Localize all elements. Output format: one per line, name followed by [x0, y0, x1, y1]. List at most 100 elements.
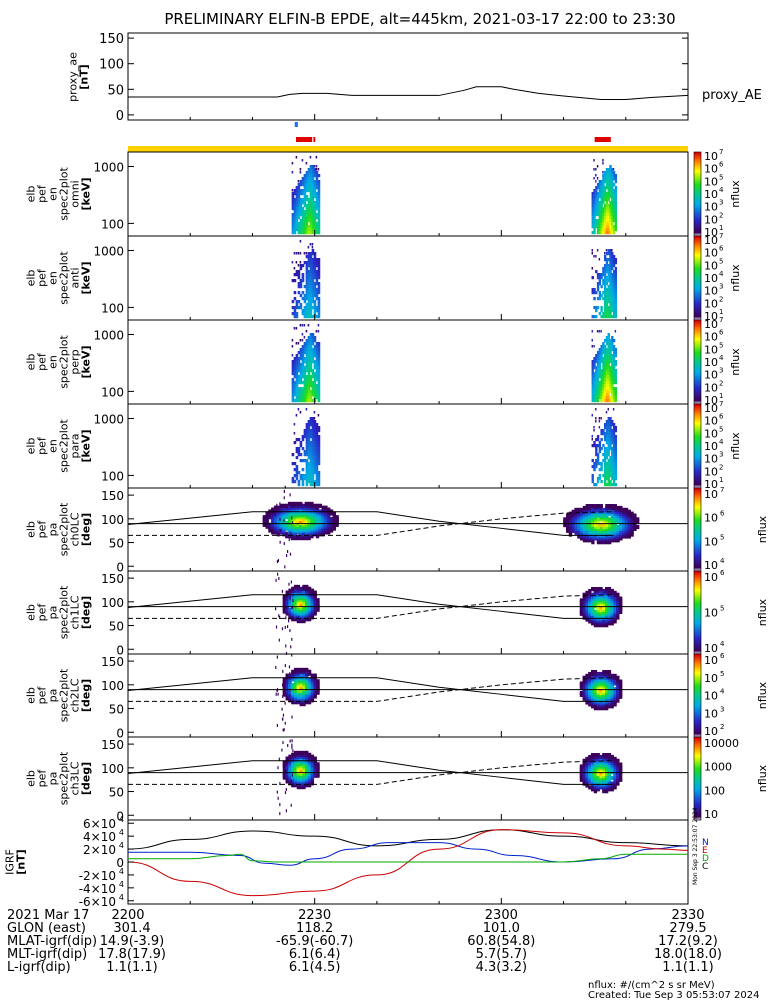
- energy-spectrum-cell: [311, 480, 315, 484]
- energy-colorbar: [694, 467, 701, 469]
- energy-spectrum-cell: [607, 483, 610, 487]
- energy-spectrum-cell: [604, 393, 607, 397]
- energy-spectrum-cell: [315, 306, 319, 310]
- energy-spectrum-cell: [611, 213, 614, 217]
- energy-spectrum-cell: [591, 360, 594, 364]
- energy-spectrum-cell: [313, 285, 317, 289]
- energy-spectrum-cell: [311, 291, 315, 295]
- pitch-angle-colorbar: [694, 512, 701, 515]
- pitch-angle-cell: [618, 775, 623, 780]
- energy-spectrum-cell: [301, 228, 305, 232]
- energy-spectrum-cell: [612, 471, 616, 475]
- energy-spectrum-cell: [313, 447, 317, 451]
- pitch-angle-speck: [286, 531, 288, 535]
- energy-spectrum-cell: [612, 285, 616, 289]
- energy-spectrum-cell: [604, 288, 607, 292]
- energy-spectrum-cell: [611, 435, 614, 439]
- pitch-angle-cell: [590, 615, 595, 620]
- pitch-angle-colorbar: [694, 714, 701, 717]
- energy-spectrum-cell: [305, 378, 309, 382]
- energy-spectrum-cell: [607, 474, 610, 478]
- energy-spectrum-cell: [605, 420, 609, 424]
- energy-spectrum-cell: [596, 444, 600, 448]
- energy-spectrum-cell: [317, 285, 321, 289]
- energy-spectrum-cell: [612, 477, 616, 481]
- energy-spectrum-cell: [611, 204, 614, 208]
- colorbar-label: nflux: [729, 432, 742, 460]
- energy-spectrum-cell: [595, 210, 598, 214]
- energy-spectrum-cell: [598, 441, 602, 445]
- energy-spectrum-cell: [604, 192, 607, 196]
- energy-spectrum-cell: [317, 282, 321, 286]
- pitch-angle-speck: [282, 683, 284, 687]
- energy-spectrum-cell: [311, 360, 315, 364]
- energy-colorbar: [694, 307, 701, 310]
- pitch-angle-cell: [604, 594, 609, 599]
- energy-spectrum-cell: [295, 306, 299, 310]
- energy-spectrum-cell: [307, 252, 311, 256]
- pitch-angle-cell: [279, 528, 283, 533]
- energy-spectrum-cell: [315, 453, 319, 457]
- energy-spectrum-cell: [313, 258, 317, 262]
- energy-spectrum-cell: [317, 474, 321, 478]
- energy-colorbar: [694, 199, 701, 202]
- energy-spectrum-cell: [611, 228, 614, 232]
- energy-spectrum-cell: [315, 468, 319, 472]
- energy-spectrum-cell: [591, 474, 594, 478]
- energy-spectrum-cell: [595, 417, 597, 420]
- energy-spectrum-cell: [609, 225, 612, 229]
- pitch-angle-colorbar: [694, 634, 701, 637]
- energy-spectrum-cell: [293, 357, 297, 361]
- pitch-angle-cell: [571, 526, 575, 531]
- energy-spectrum-cell: [299, 228, 303, 232]
- energy-spectrum-cell: [611, 375, 614, 379]
- energy-spectrum-cell: [295, 225, 299, 229]
- pitch-angle-colorbar: [694, 624, 701, 627]
- energy-spectrum-cell: [315, 387, 319, 391]
- pitch-angle-colorbar: [694, 802, 701, 804]
- pitch-angle-cell: [608, 517, 612, 522]
- energy-spectrum-cell: [600, 213, 603, 217]
- energy-spectrum-cell: [602, 219, 605, 223]
- energy-spectrum-cell: [607, 453, 610, 457]
- colorbar-tick-exponent: 2: [719, 463, 723, 471]
- energy-spectrum-cell: [614, 216, 618, 220]
- energy-spectrum-cell: [596, 360, 600, 364]
- energy-spectrum-cell: [598, 468, 602, 472]
- energy-spectrum-cell: [591, 195, 594, 199]
- pitch-angle-speck: [287, 549, 289, 553]
- energy-spectrum-cell: [607, 195, 610, 199]
- energy-colorbar: [694, 339, 701, 342]
- energy-spectrum-cell: [293, 369, 297, 373]
- energy-spectrum-cell: [305, 171, 309, 175]
- pitch-angle-cell: [299, 673, 303, 678]
- energy-spectrum-cell: [305, 177, 309, 181]
- energy-spectrum-cell: [591, 219, 594, 223]
- energy-spectrum-cell: [295, 312, 299, 316]
- energy-spectrum-cell: [295, 189, 299, 193]
- pitch-angle-colorbar: [694, 649, 701, 652]
- pitch-angle-speck: [289, 493, 291, 497]
- colorbar-tick-exponent: 5: [720, 605, 724, 613]
- igrf-series-black: [127, 829, 689, 850]
- energy-spectrum-cell: [598, 375, 602, 379]
- energy-spectrum-cell: [315, 222, 319, 226]
- energy-spectrum-cell: [301, 345, 305, 349]
- anti-loss-cone-line: [128, 677, 614, 702]
- energy-spectrum-cell: [591, 276, 594, 280]
- energy-spectrum-cell: [596, 183, 600, 187]
- energy-spectrum-cell: [595, 462, 598, 466]
- energy-spectrum-cell: [607, 381, 610, 385]
- pitch-angle-cell: [604, 753, 609, 758]
- igrf-tick-exponent: 4: [119, 893, 124, 902]
- pitch-angle-cell: [591, 504, 595, 509]
- energy-colorbar: [694, 353, 701, 356]
- energy-spectrum-cell: [305, 477, 309, 481]
- energy-spectrum-cell: [602, 363, 605, 367]
- energy-spectrum-cell: [299, 474, 303, 478]
- pitch-angle-colorbar: [694, 492, 701, 495]
- colorbar-tick-label: 10: [704, 297, 718, 310]
- energy-spectrum-cell: [309, 276, 313, 280]
- energy-spectrum-cell: [605, 462, 609, 466]
- pitch-angle-colorbar: [694, 494, 701, 497]
